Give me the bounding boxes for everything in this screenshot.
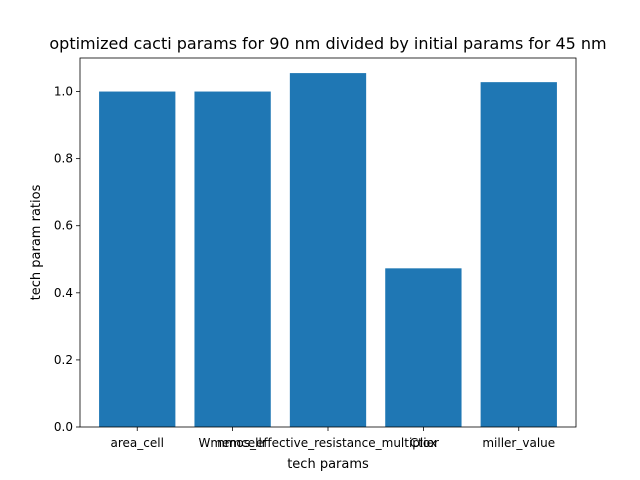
bar-nmos-effective-resistance-multiplier bbox=[289, 73, 367, 427]
bar-area-cell bbox=[99, 91, 176, 427]
x-axis-label: tech params bbox=[287, 457, 369, 472]
y-tick-label: 1.0 bbox=[54, 85, 73, 99]
x-tick-label: Wmemcellr bbox=[199, 436, 267, 450]
plot-frame bbox=[79, 57, 577, 428]
chart-title: optimized cacti params for 90 nm divided… bbox=[49, 34, 606, 53]
bar-miller-value bbox=[480, 82, 557, 428]
y-tick-label: 0.4 bbox=[54, 286, 73, 300]
y-tick-label: 0.2 bbox=[54, 353, 73, 367]
y-axis-label: tech param ratios bbox=[29, 184, 44, 300]
y-tick-label: 0.8 bbox=[54, 152, 73, 166]
y-tick-label: 0.6 bbox=[54, 219, 73, 233]
y-axis-ticks: 0.0 0.2 0.4 0.6 0.8 1.0 bbox=[54, 85, 80, 434]
x-axis-ticks: area_cell Wmemcellrnmos_effective_resista… bbox=[111, 427, 555, 450]
x-tick-label: Ctox bbox=[410, 436, 437, 450]
bar-ctox bbox=[385, 268, 462, 427]
bar-wmemcellr bbox=[194, 91, 271, 427]
x-tick-label: miller_value bbox=[482, 436, 555, 450]
y-tick-label: 0.0 bbox=[54, 420, 73, 434]
x-tick-label: area_cell bbox=[111, 436, 164, 450]
x-tick-label: nmos_effective_resistance_multiplier bbox=[217, 436, 439, 450]
bars-group bbox=[99, 73, 557, 428]
